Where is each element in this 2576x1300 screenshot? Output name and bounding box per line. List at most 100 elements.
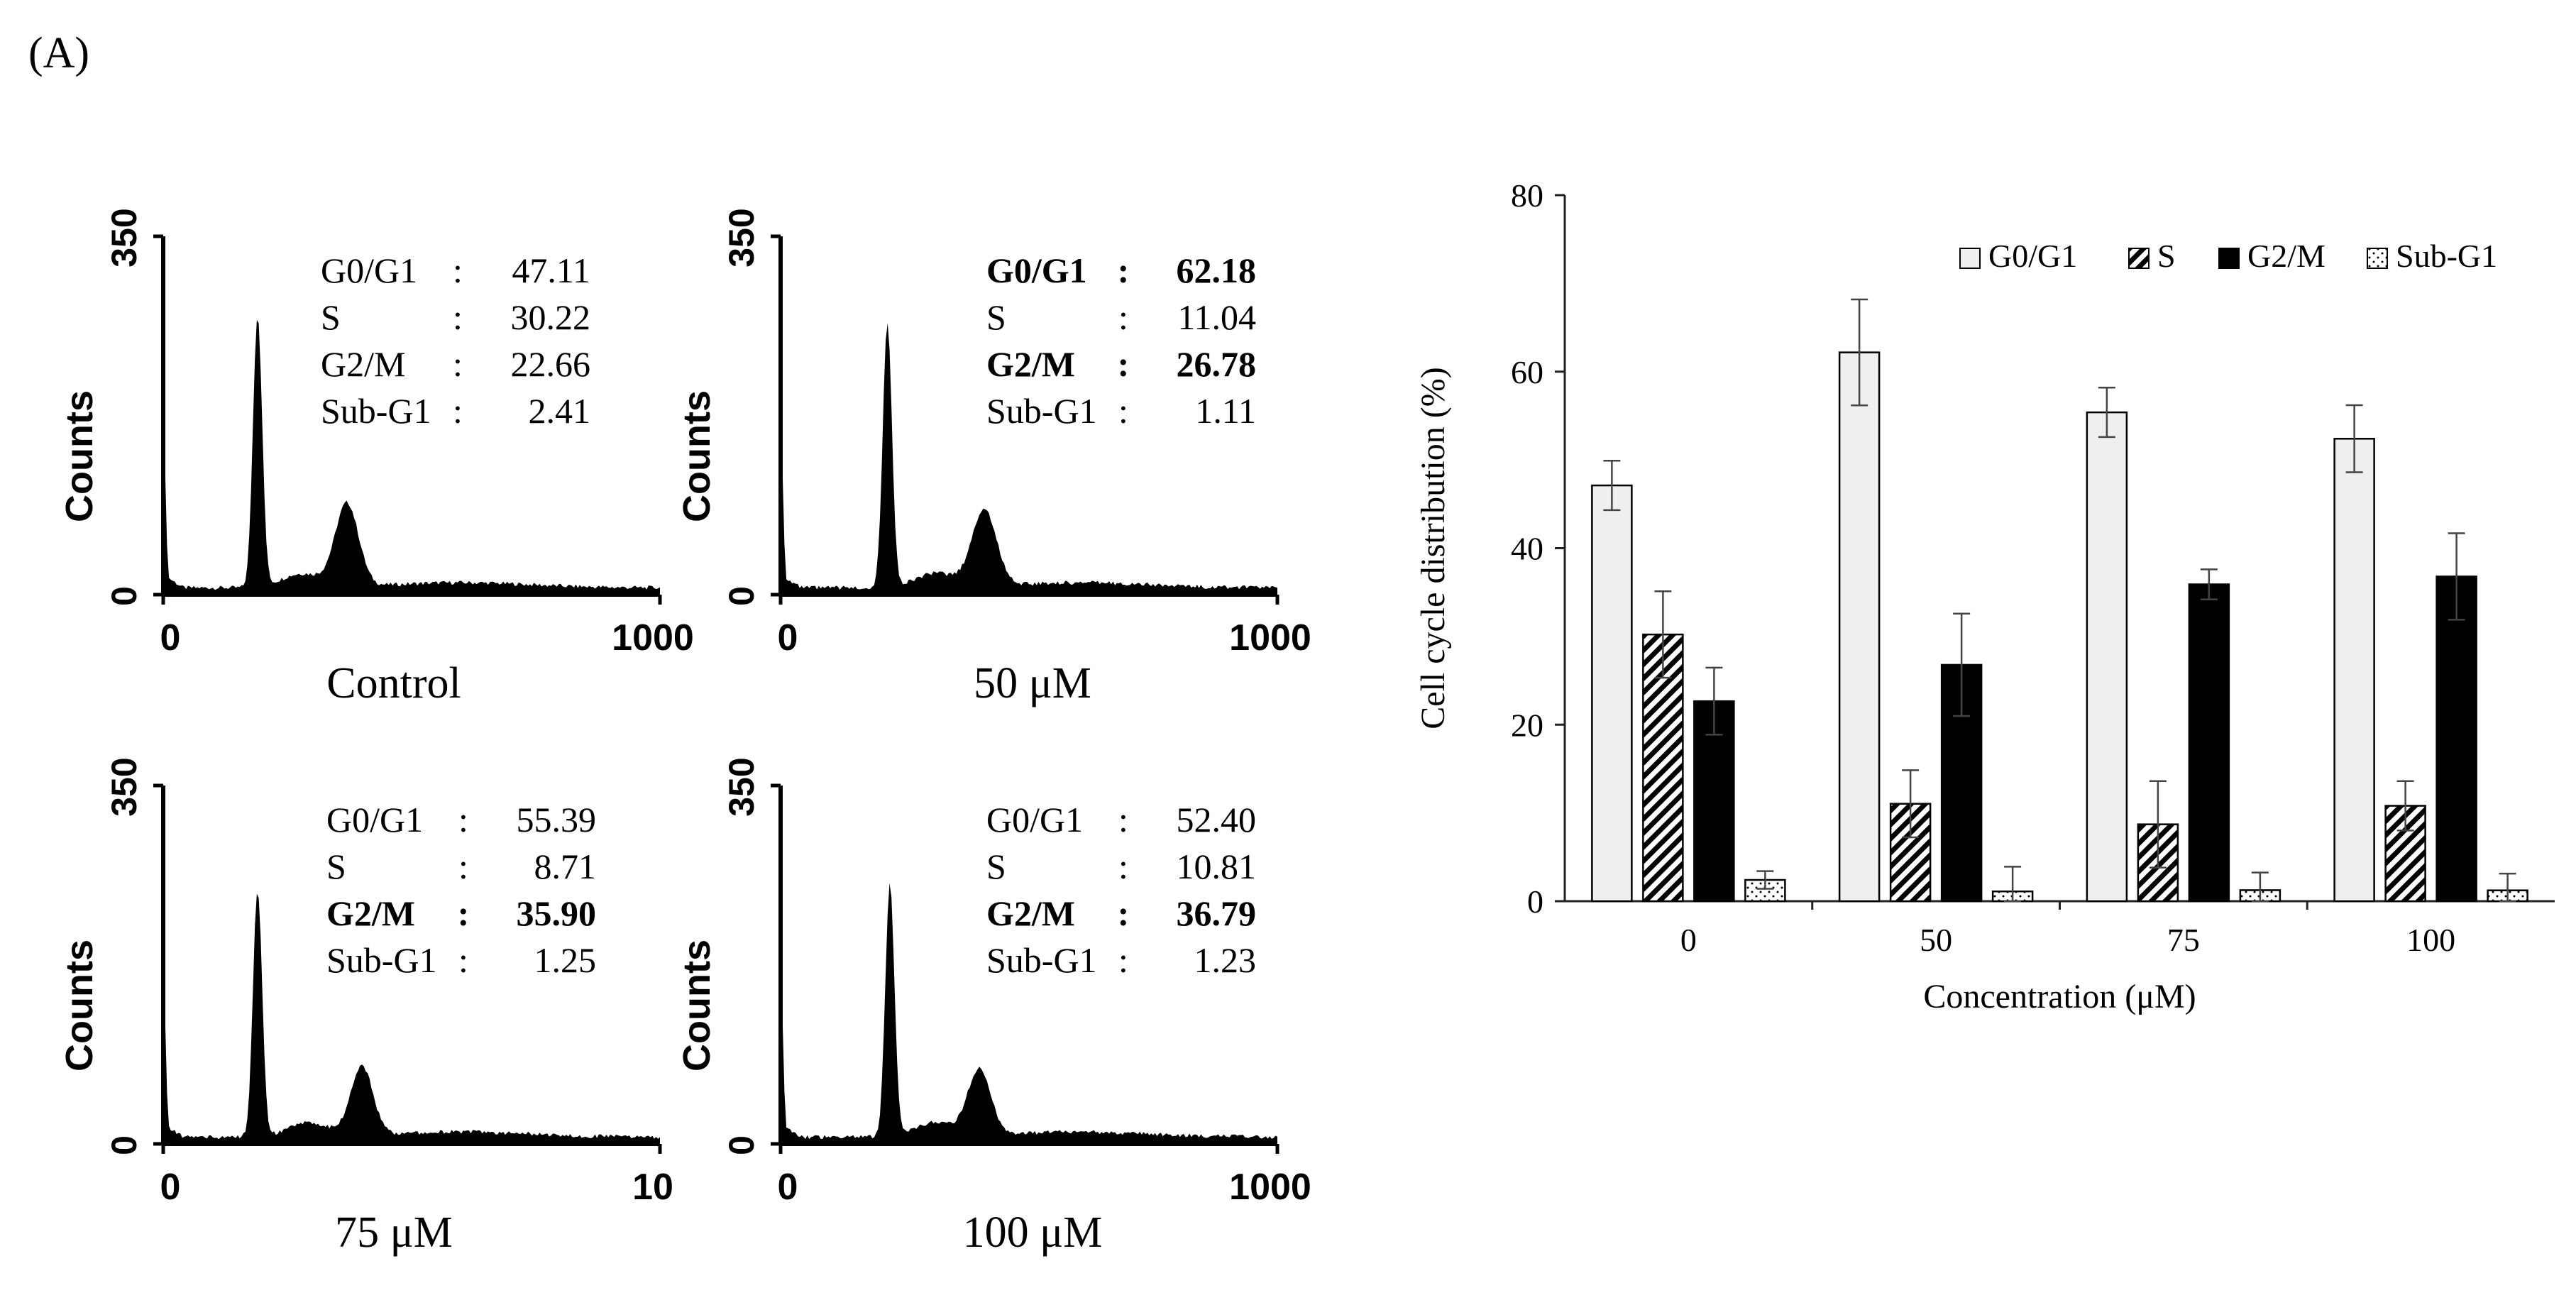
histogram-y-axis-label: Counts — [58, 940, 101, 1072]
histogram-fill — [163, 319, 660, 595]
histogram-x-tick-label: 10 — [632, 1167, 673, 1208]
phase-label: G0/G1 — [321, 250, 417, 290]
phase-separator: : — [1118, 297, 1128, 337]
phase-label: S — [326, 847, 346, 886]
phase-value: 11.04 — [1177, 297, 1256, 337]
histogram-caption: Control — [326, 659, 461, 707]
histogram-y-tick-label: 0 — [104, 586, 144, 606]
phase-label: G2/M — [986, 344, 1075, 384]
phase-separator: : — [1118, 391, 1128, 431]
histogram-caption: 100 μM — [963, 1208, 1103, 1257]
phase-separator: : — [458, 940, 468, 980]
histogram-panel: 0 350 Counts 0 1000 Control G0/G1: 47.11 S: 30.22… — [58, 208, 694, 707]
phase-label: G2/M — [326, 893, 415, 933]
histogram-y-tick-label: 0 — [104, 1135, 144, 1155]
chart-y-tick-label: 60 — [1511, 354, 1543, 390]
histogram-x-tick-label: 1000 — [612, 617, 694, 659]
phase-separator: : — [1118, 893, 1130, 933]
histogram-x-tick-label: 0 — [160, 617, 181, 659]
chart-y-tick-label: 80 — [1511, 177, 1543, 214]
phase-separator: : — [453, 391, 463, 431]
legend-label: G2/M — [2247, 238, 2325, 274]
chart-legend: G0/G1 S G2/M Sub-G1 — [1959, 238, 2497, 274]
chart-x-tick-label: 75 — [2167, 922, 2200, 958]
bar — [1591, 484, 1633, 903]
phase-label: G2/M — [321, 344, 405, 384]
phase-label: G0/G1 — [326, 800, 423, 839]
legend-label: S — [2157, 238, 2176, 274]
phase-separator: : — [458, 893, 470, 933]
phase-label: S — [986, 297, 1006, 337]
phase-label: G0/G1 — [986, 250, 1087, 290]
panel-label: (A) — [28, 29, 89, 77]
chart-y-tick-label: 40 — [1511, 531, 1543, 567]
phase-value: 52.40 — [1177, 800, 1257, 839]
phase-label: G2/M — [986, 893, 1075, 933]
legend-swatch — [2367, 248, 2388, 269]
phase-label: Sub-G1 — [986, 940, 1097, 980]
phase-value: 1.23 — [1194, 940, 1257, 980]
phase-label: S — [321, 297, 341, 337]
phase-separator: : — [453, 344, 463, 384]
legend-swatch — [2218, 248, 2240, 269]
phase-label: Sub-G1 — [986, 391, 1097, 431]
histogram-x-tick-label: 1000 — [1229, 1167, 1311, 1208]
phase-separator: : — [1118, 940, 1128, 980]
phase-value: 26.78 — [1177, 344, 1257, 384]
chart-y-axis-label: Cell cycle distribution (%) — [1414, 367, 1452, 729]
legend-swatch — [2128, 248, 2150, 269]
phase-separator: : — [458, 800, 468, 839]
chart-x-tick-label: 100 — [2406, 922, 2455, 958]
histogram-panel: 0 350 Counts 0 10 75 μM G0/G1: 55.39 S: 8.71 G2/M:… — [58, 757, 673, 1257]
phase-value: 10.81 — [1177, 847, 1257, 886]
histogram-caption: 50 μM — [974, 659, 1091, 707]
chart-x-tick-label: 0 — [1680, 922, 1697, 958]
phase-separator: : — [458, 847, 468, 886]
histogram-caption: 75 μM — [335, 1208, 453, 1257]
phase-value: 55.39 — [517, 800, 597, 839]
phase-separator: : — [1118, 800, 1128, 839]
bar — [2435, 575, 2477, 903]
phase-label: S — [986, 847, 1006, 886]
bar — [2188, 583, 2230, 903]
histogram-x-tick-label: 0 — [778, 1167, 798, 1208]
phase-label: Sub-G1 — [326, 940, 437, 980]
phase-separator: : — [1118, 847, 1128, 886]
histogram-y-tick-label: 350 — [722, 757, 761, 816]
histogram-fill — [163, 893, 660, 1144]
legend-label: G0/G1 — [1988, 238, 2077, 274]
phase-value: 30.22 — [511, 297, 591, 337]
histogram-panel: 0 350 Counts 0 1000 100 μM G0/G1: 52.40 S: 10.81 G… — [676, 757, 1311, 1257]
phase-separator: : — [453, 250, 463, 290]
phase-value: 35.90 — [517, 893, 597, 933]
histogram-x-tick-label: 0 — [160, 1167, 181, 1208]
histogram-y-tick-label: 350 — [722, 208, 761, 267]
chart-y-tick-label: 0 — [1527, 883, 1543, 920]
histogram-y-axis-label: Counts — [676, 390, 718, 522]
bar — [2086, 411, 2128, 903]
phase-separator: : — [1118, 250, 1130, 290]
histogram-y-axis-label: Counts — [676, 940, 718, 1072]
phase-label: Sub-G1 — [321, 391, 431, 431]
bar — [2333, 438, 2375, 903]
phase-value: 1.25 — [534, 940, 597, 980]
phase-value: 8.71 — [534, 847, 597, 886]
histogram-y-tick-label: 0 — [722, 1135, 761, 1155]
legend-swatch — [1959, 248, 1981, 269]
histogram-panel: 0 350 Counts 0 1000 50 μM G0/G1: 62.18 S: 11.04 G2… — [676, 208, 1311, 707]
histogram-y-tick-label: 350 — [104, 757, 144, 816]
histogram-y-tick-label: 0 — [722, 586, 761, 606]
phase-value: 36.79 — [1177, 893, 1257, 933]
bar-chart: 0 20 40 60 80 0 50 75 100 Cell cycle distribution… — [1414, 177, 2555, 1015]
phase-value: 62.18 — [1177, 250, 1257, 290]
chart-x-tick-label: 50 — [1920, 922, 1952, 958]
phase-value: 47.11 — [512, 250, 590, 290]
histogram-y-axis-label: Counts — [58, 390, 101, 522]
histogram-x-tick-label: 0 — [778, 617, 798, 659]
bar — [1838, 351, 1881, 903]
phase-separator: : — [1118, 344, 1130, 384]
phase-value: 1.11 — [1195, 391, 1256, 431]
phase-label: G0/G1 — [986, 800, 1083, 839]
